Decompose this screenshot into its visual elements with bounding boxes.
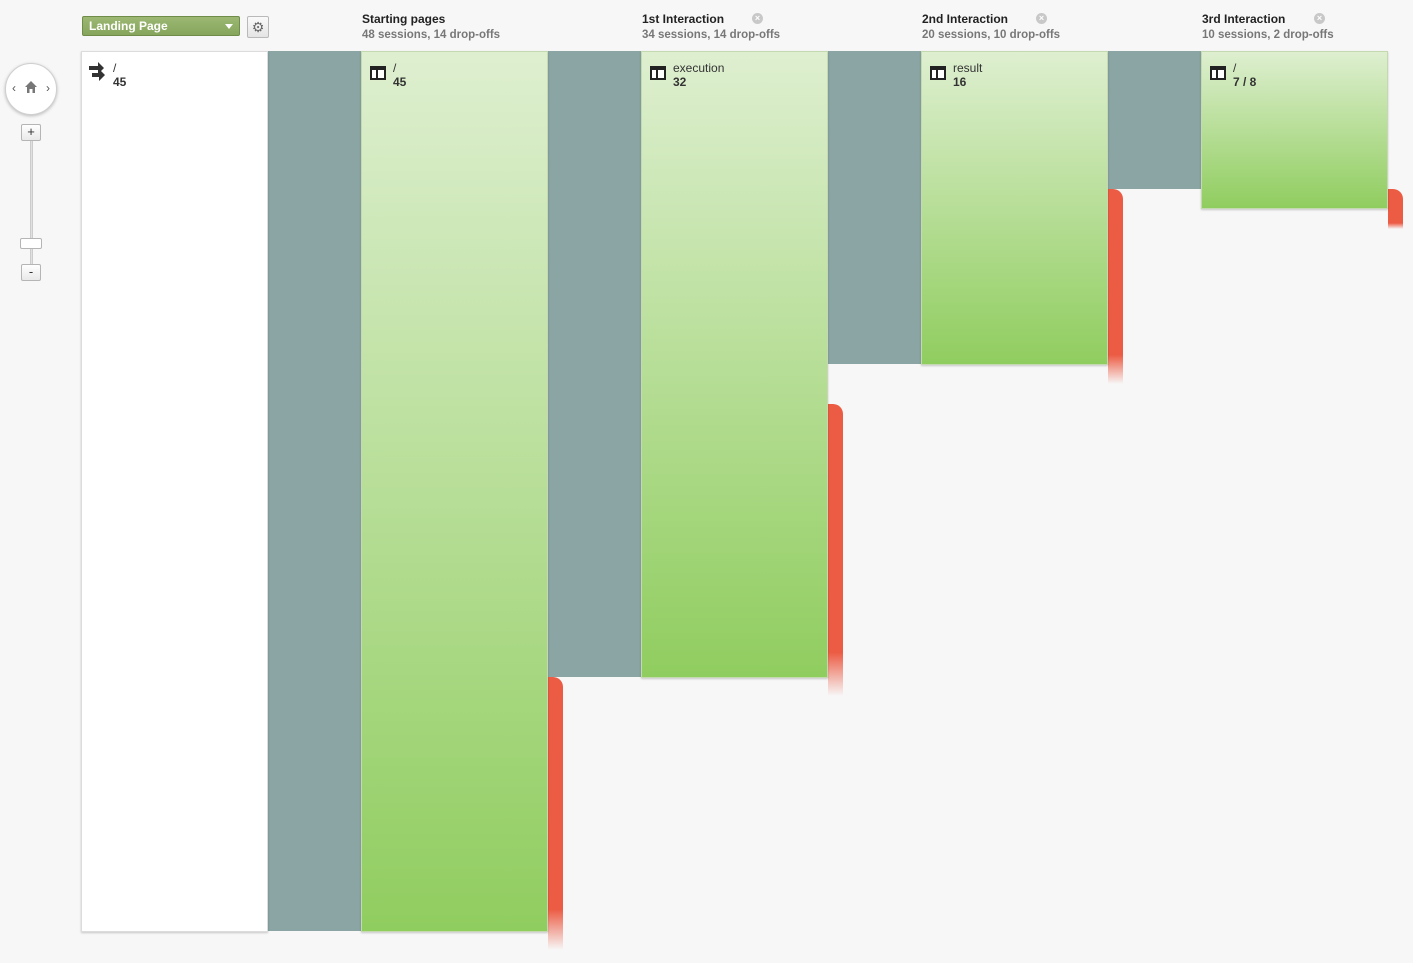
zoom-slider-track[interactable] <box>30 140 33 266</box>
page-icon <box>370 66 386 80</box>
column-subtitle: 20 sessions, 10 drop-offs <box>922 29 1061 41</box>
column-title: 1st Interaction <box>642 12 725 26</box>
node-count: 45 <box>393 75 407 89</box>
gear-icon: ⚙ <box>251 19 265 35</box>
column-title: 2nd Interaction <box>922 12 1009 26</box>
node-1st-interaction[interactable]: execution 32 <box>641 51 828 678</box>
page-icon <box>930 66 946 80</box>
dropoff-bar[interactable] <box>828 404 843 696</box>
dropoff-bar[interactable] <box>548 677 563 950</box>
node-label: / <box>393 61 397 75</box>
node-2nd-interaction[interactable]: result 16 <box>921 51 1108 365</box>
zoom-out-button[interactable]: - <box>21 264 41 281</box>
dropoff-bar[interactable] <box>1108 189 1123 384</box>
landing-page-selector[interactable]: Landing Page <box>82 16 240 36</box>
landing-page-selector-label: Landing Page <box>89 19 168 33</box>
node-label: result <box>953 61 983 75</box>
pan-control: ‹ › <box>5 63 57 115</box>
chevron-down-icon <box>225 24 233 29</box>
entry-arrow-icon <box>89 62 105 81</box>
settings-button[interactable]: ⚙ <box>247 16 269 38</box>
node-count: 16 <box>953 75 967 89</box>
column-title: 3rd Interaction <box>1202 12 1286 26</box>
node-label: execution <box>673 61 725 75</box>
zoom-slider-handle[interactable] <box>20 238 42 249</box>
page-icon <box>650 66 666 80</box>
page-icon <box>1210 66 1226 80</box>
chevron-left-icon[interactable]: ‹ <box>12 81 16 95</box>
flow-connector <box>1108 51 1202 189</box>
home-icon[interactable] <box>24 80 38 94</box>
node-count: 7 / 8 <box>1233 75 1257 89</box>
remove-column-close-icon[interactable]: × <box>1036 13 1047 24</box>
node-3rd-interaction[interactable]: / 7 / 8 <box>1201 51 1388 209</box>
node-starting-page[interactable]: / 45 <box>361 51 548 932</box>
flow-connector <box>268 51 362 931</box>
column-subtitle: 48 sessions, 14 drop-offs <box>362 29 501 41</box>
remove-column-close-icon[interactable]: × <box>752 13 763 24</box>
landing-node[interactable]: / 45 <box>81 51 268 932</box>
column-header-starting-pages: Starting pages 48 sessions, 14 drop-offs <box>362 12 500 41</box>
flow-connector <box>548 51 642 677</box>
flow-connector <box>828 51 922 364</box>
remove-column-close-icon[interactable]: × <box>1314 13 1325 24</box>
chevron-right-icon[interactable]: › <box>46 81 50 95</box>
column-subtitle: 34 sessions, 14 drop-offs <box>642 29 781 41</box>
column-header-1st-interaction: 1st Interaction 34 sessions, 14 drop-off… <box>642 12 780 41</box>
column-header-3rd-interaction: 3rd Interaction 10 sessions, 2 drop-offs <box>1202 12 1334 41</box>
dropoff-bar[interactable] <box>1388 189 1403 229</box>
column-title: Starting pages <box>362 12 446 26</box>
node-count: 45 <box>113 75 127 89</box>
column-header-2nd-interaction: 2nd Interaction 20 sessions, 10 drop-off… <box>922 12 1060 41</box>
column-subtitle: 10 sessions, 2 drop-offs <box>1202 29 1334 41</box>
zoom-in-button[interactable]: + <box>21 124 41 141</box>
node-label: / <box>1233 61 1237 75</box>
node-label: / <box>113 61 117 75</box>
node-count: 32 <box>673 75 687 89</box>
